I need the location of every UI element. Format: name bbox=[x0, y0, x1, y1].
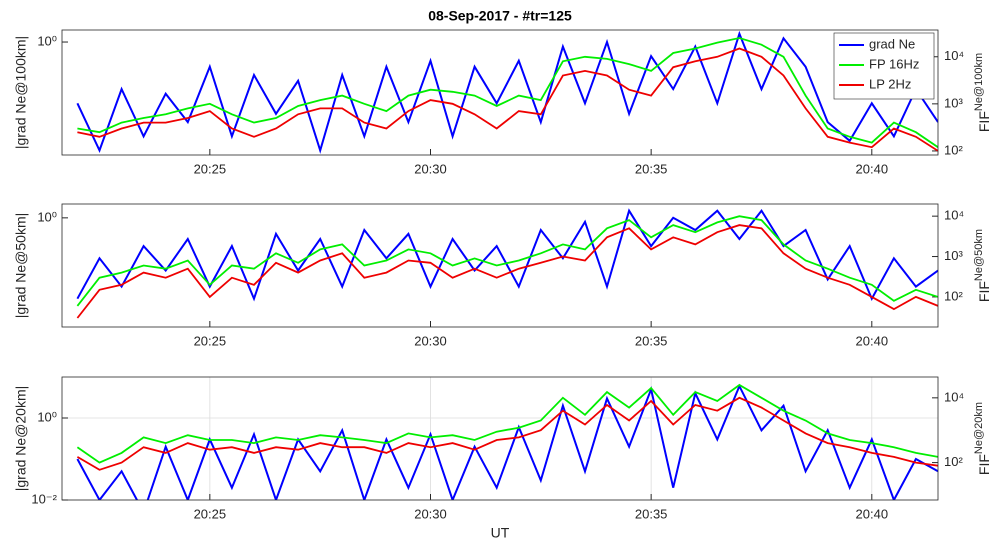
y2-label-main: FIF bbox=[976, 454, 992, 475]
series-line bbox=[76, 383, 938, 464]
y2-tick-label: 10³ bbox=[944, 95, 963, 110]
y2-label-main: FIF bbox=[976, 111, 992, 132]
series-line bbox=[76, 383, 938, 500]
legend-label: FP 16Hz bbox=[869, 56, 919, 71]
y2-label-sup: Ne@100km bbox=[973, 53, 985, 111]
y2-tick-label: 10⁴ bbox=[944, 48, 964, 63]
x-tick-label: 20:30 bbox=[414, 333, 447, 348]
series-line bbox=[77, 37, 938, 148]
series-line bbox=[77, 47, 938, 152]
series-line bbox=[76, 30, 938, 154]
series-line bbox=[76, 396, 938, 471]
x-tick-label: 20:25 bbox=[194, 161, 227, 176]
y2-tick-label: 10⁴ bbox=[944, 208, 964, 223]
y-tick-label: 10⁻² bbox=[31, 491, 57, 506]
x-tick-label: 20:25 bbox=[194, 333, 227, 348]
plot-frame bbox=[61, 29, 939, 156]
y2-label-main: FIF bbox=[976, 281, 992, 302]
plot-area bbox=[62, 30, 938, 155]
y2-tick-label: 10⁴ bbox=[944, 389, 964, 404]
y2-axis-label: FIFNe@50km bbox=[973, 229, 992, 302]
y-axis-label: |grad Ne@50km| bbox=[13, 213, 29, 319]
plot-frame bbox=[61, 376, 939, 501]
x-tick-label: 20:40 bbox=[856, 161, 889, 176]
y-tick-label: 10⁰ bbox=[37, 209, 57, 224]
y2-label-sup: Ne@50km bbox=[973, 229, 985, 281]
y2-tick-label: 10² bbox=[944, 288, 963, 303]
chart-title: 08-Sep-2017 - #tr=125 bbox=[428, 8, 572, 24]
y2-axis-label-text: FIFNe@100km bbox=[973, 53, 992, 132]
x-tick-label: 20:40 bbox=[856, 333, 889, 348]
y2-tick-label: 10² bbox=[944, 142, 963, 157]
x-axis-label: UT bbox=[491, 525, 510, 541]
y-axis-label: |grad Ne@100km| bbox=[13, 36, 29, 149]
series-line bbox=[76, 215, 938, 307]
y-axis-label: |grad Ne@20km| bbox=[13, 386, 29, 492]
x-tick-label: 20:35 bbox=[635, 333, 668, 348]
plot-frame bbox=[61, 203, 939, 328]
legend-label: grad Ne bbox=[869, 36, 915, 51]
series-line bbox=[76, 224, 938, 319]
y2-tick-label: 10² bbox=[944, 454, 963, 469]
x-tick-label: 20:30 bbox=[414, 161, 447, 176]
x-tick-label: 20:30 bbox=[414, 506, 447, 521]
y-tick-label: 10⁰ bbox=[37, 33, 57, 48]
x-tick-label: 20:25 bbox=[194, 506, 227, 521]
x-tick-label: 20:35 bbox=[635, 506, 668, 521]
x-tick-label: 20:40 bbox=[856, 506, 889, 521]
y-tick-label: 10⁰ bbox=[37, 409, 57, 424]
y2-axis-label-text: FIFNe@50km bbox=[973, 229, 992, 302]
y2-axis-label: FIFNe@100km bbox=[973, 53, 992, 132]
y2-label-sup: Ne@20km bbox=[973, 402, 985, 454]
x-tick-label: 20:35 bbox=[635, 161, 668, 176]
series-line bbox=[76, 208, 938, 302]
legend-label: LP 2Hz bbox=[869, 76, 911, 91]
y2-axis-label: FIFNe@20km bbox=[973, 402, 992, 475]
y2-tick-label: 10³ bbox=[944, 248, 963, 263]
y2-axis-label-text: FIFNe@20km bbox=[973, 402, 992, 475]
